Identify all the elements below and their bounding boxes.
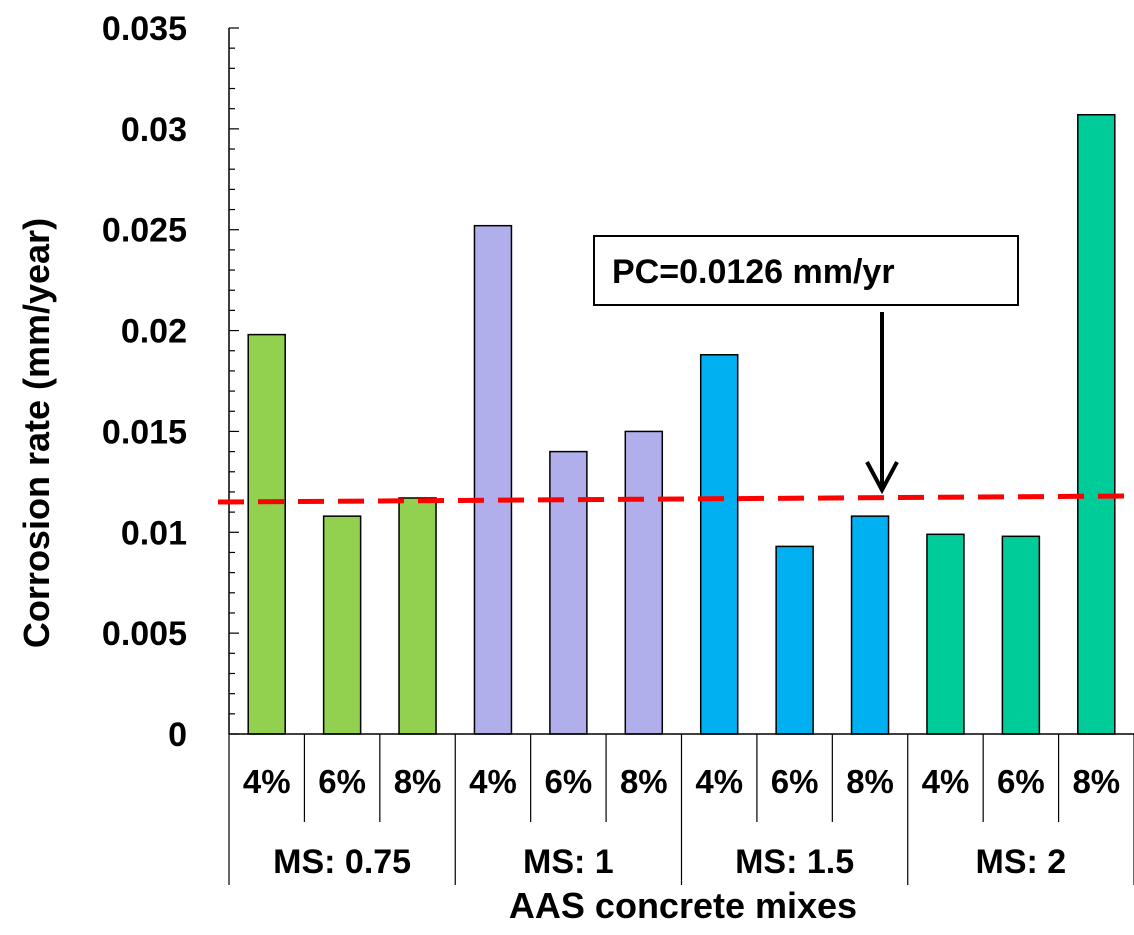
y-tick-label: 0.035 <box>102 10 187 48</box>
bar <box>624 430 664 735</box>
x-tick-label: 6% <box>771 763 819 800</box>
bar <box>775 545 814 735</box>
reference-line-group <box>217 493 1134 505</box>
x-group-label: MS: 1.5 <box>735 843 854 881</box>
bar <box>247 333 286 735</box>
bars <box>247 113 1116 735</box>
y-axis: 0 0.005 0.01 0.015 0.02 0.025 0.03 0.035 <box>102 10 239 754</box>
bar <box>850 515 890 735</box>
reference-line <box>217 493 1134 505</box>
x-tick-label: 4% <box>469 763 517 800</box>
x-group-label: MS: 2 <box>976 843 1067 881</box>
x-tick-label: 6% <box>997 763 1045 800</box>
y-axis-title: Corrosion rate (mm/year) <box>16 218 57 648</box>
bar <box>1077 113 1116 735</box>
y-tick-label: 0 <box>168 716 187 754</box>
y-tick-label: 0.015 <box>102 413 187 451</box>
annotation-box <box>593 235 1019 306</box>
x-axis: 4% 6% 8% 4% 6% 8% 4% 6% 8% 4% 6% 8% MS: 0.75 MS: 1 MS:… <box>228 733 1134 885</box>
y-tick-label: 0.005 <box>102 615 187 653</box>
x-tick-label: 6% <box>318 763 366 800</box>
annotation-text: PC=0.0126 mm/yr <box>612 253 895 291</box>
y-tick-label: 0.01 <box>121 514 187 552</box>
x-group-label: MS: 0.75 <box>273 843 411 881</box>
bar <box>926 533 965 735</box>
x-tick-label: 8% <box>846 763 894 800</box>
bar <box>549 450 588 735</box>
y-tick-label: 0.03 <box>121 111 187 149</box>
x-group-label: MS: 1 <box>523 843 614 881</box>
bar <box>1001 535 1041 735</box>
x-tick-label: 4% <box>922 763 970 800</box>
x-tick-label: 8% <box>394 763 442 800</box>
y-tick-label: 0.025 <box>102 212 187 250</box>
bar <box>322 515 362 735</box>
x-tick-label: 4% <box>243 763 291 800</box>
bar <box>699 354 739 735</box>
bar <box>398 497 437 735</box>
annotation-group: PC=0.0126 mm/yr <box>593 235 1019 495</box>
x-tick-label: 8% <box>620 763 668 800</box>
x-axis-title: AAS concrete mixes <box>509 885 857 926</box>
bar <box>473 224 513 735</box>
x-tick-label: 8% <box>1072 763 1120 800</box>
y-tick-label: 0.02 <box>121 313 187 351</box>
x-tick-label: 6% <box>545 763 593 800</box>
annotation-arrow-head <box>865 461 899 495</box>
x-tick-label: 4% <box>695 763 743 800</box>
